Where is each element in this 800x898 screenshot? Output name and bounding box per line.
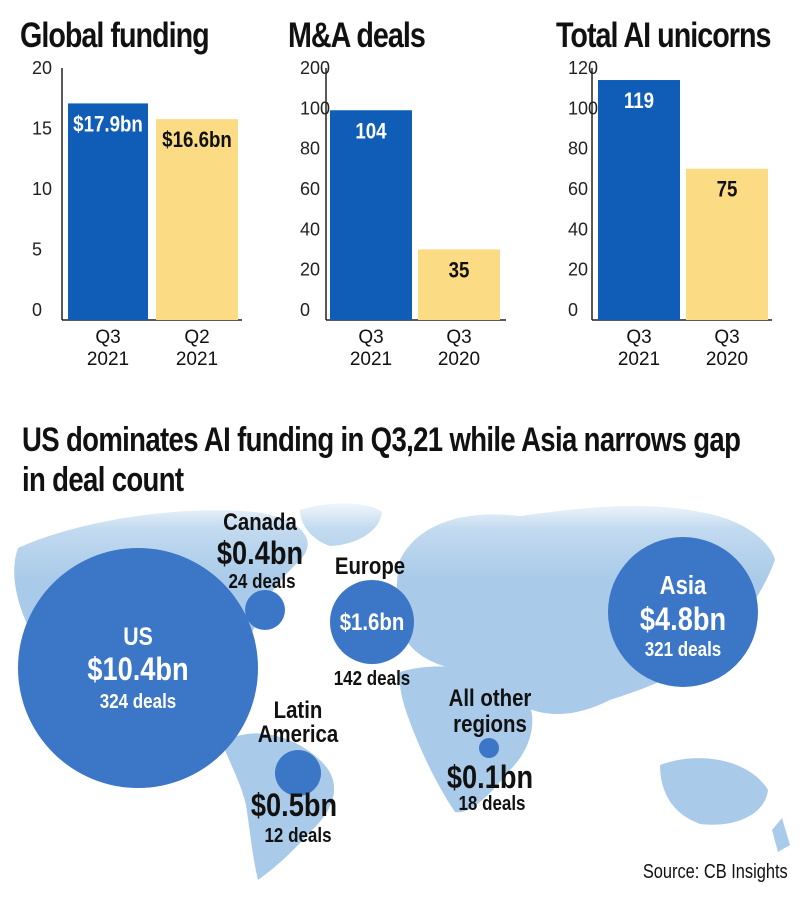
x-tick-label: 2021 <box>87 349 129 370</box>
region-name-asia: Asia <box>660 571 707 600</box>
map-title: US dominates AI funding in Q3,21 while A… <box>22 421 741 499</box>
x-tick-label: Q3 <box>358 327 383 348</box>
bar-value-label: 35 <box>449 259 470 283</box>
region-deals-europe: 142 deals <box>334 667 411 690</box>
y-tick-label: 40 <box>568 219 588 239</box>
region-deals-latin-america: 12 deals <box>264 824 331 847</box>
y-tick-label: 5 <box>32 240 42 260</box>
x-tick-label: Q3 <box>714 327 739 348</box>
bar-value-label: 104 <box>355 120 387 144</box>
chart-title-ma-deals: M&A deals <box>288 16 426 55</box>
region-deals-canada: 24 deals <box>228 570 295 593</box>
bubble-latin-america <box>275 750 321 796</box>
source-note: Source: CB Insights <box>643 861 788 883</box>
bubble-all-other-regions <box>479 738 499 758</box>
y-tick-label: 20 <box>32 58 52 78</box>
region-name-us: US <box>123 622 153 650</box>
x-tick-label: 2021 <box>176 349 218 370</box>
y-tick-label: 0 <box>32 300 42 320</box>
region-name-other-line1: All other <box>449 684 532 711</box>
y-tick-label: 120 <box>568 58 598 78</box>
x-tick-label: 2021 <box>618 349 660 370</box>
y-tick-label: 10 <box>32 179 52 199</box>
region-name-latin-america-line2: America <box>258 720 339 747</box>
bar-value-label: $16.6bn <box>162 129 232 153</box>
y-tick-label: 80 <box>568 139 588 159</box>
region-name-latin-america-line1: Latin <box>274 696 323 723</box>
bar-charts: 05101520$17.9bnQ32021$16.6bnQ22021020406… <box>32 58 772 370</box>
region-deals-other: 18 deals <box>458 792 525 815</box>
region-value-us: $10.4bn <box>87 652 188 688</box>
bar <box>686 168 768 320</box>
new-zealand-shape <box>772 818 790 852</box>
y-tick-label: 20 <box>568 260 588 280</box>
x-tick-label: 2020 <box>706 349 748 370</box>
region-value-latin-america: $0.5bn <box>251 788 337 824</box>
bubble-asia <box>608 537 758 687</box>
region-name-other-line2: regions <box>453 710 527 737</box>
bar <box>330 110 412 321</box>
bubble-europe <box>330 580 414 664</box>
region-deals-us: 324 deals <box>100 690 177 713</box>
region-deals-asia: 321 deals <box>645 638 722 661</box>
bar <box>68 103 148 320</box>
x-tick-label: Q2 <box>184 327 209 348</box>
y-tick-label: 0 <box>300 300 310 320</box>
y-tick-label: 60 <box>568 179 588 199</box>
chart-title-ai-unicorns: Total AI unicorns <box>556 16 771 55</box>
y-tick-label: 200 <box>300 58 330 78</box>
chart-title-global-funding: Global funding <box>20 16 210 55</box>
bar <box>156 119 238 320</box>
region-name-europe: Europe <box>335 552 405 579</box>
y-tick-label: 20 <box>300 260 320 280</box>
y-tick-label: 40 <box>300 219 320 239</box>
bubble-us <box>18 548 258 788</box>
y-tick-label: 80 <box>300 139 320 159</box>
y-tick-label: 60 <box>300 179 320 199</box>
y-tick-label: 100 <box>300 98 330 118</box>
bar-value-label: $17.9bn <box>73 113 143 137</box>
bubble-canada <box>245 590 285 630</box>
region-value-canada: $0.4bn <box>217 536 303 572</box>
bar-value-label: 75 <box>717 178 738 202</box>
region-value-other: $0.1bn <box>447 760 533 796</box>
region-name-canada: Canada <box>223 508 297 535</box>
x-tick-label: Q3 <box>446 327 471 348</box>
x-tick-label: 2021 <box>350 349 392 370</box>
region-value-europe: $1.6bn <box>340 608 405 635</box>
x-tick-label: Q3 <box>95 327 120 348</box>
bar <box>598 80 680 321</box>
region-value-asia: $4.8bn <box>640 602 726 638</box>
y-tick-label: 15 <box>32 119 52 139</box>
bar-value-label: 119 <box>624 90 654 114</box>
y-tick-label: 0 <box>568 300 578 320</box>
y-tick-label: 100 <box>568 98 598 118</box>
x-tick-label: 2020 <box>438 349 480 370</box>
bar <box>418 249 500 320</box>
x-tick-label: Q3 <box>626 327 651 348</box>
